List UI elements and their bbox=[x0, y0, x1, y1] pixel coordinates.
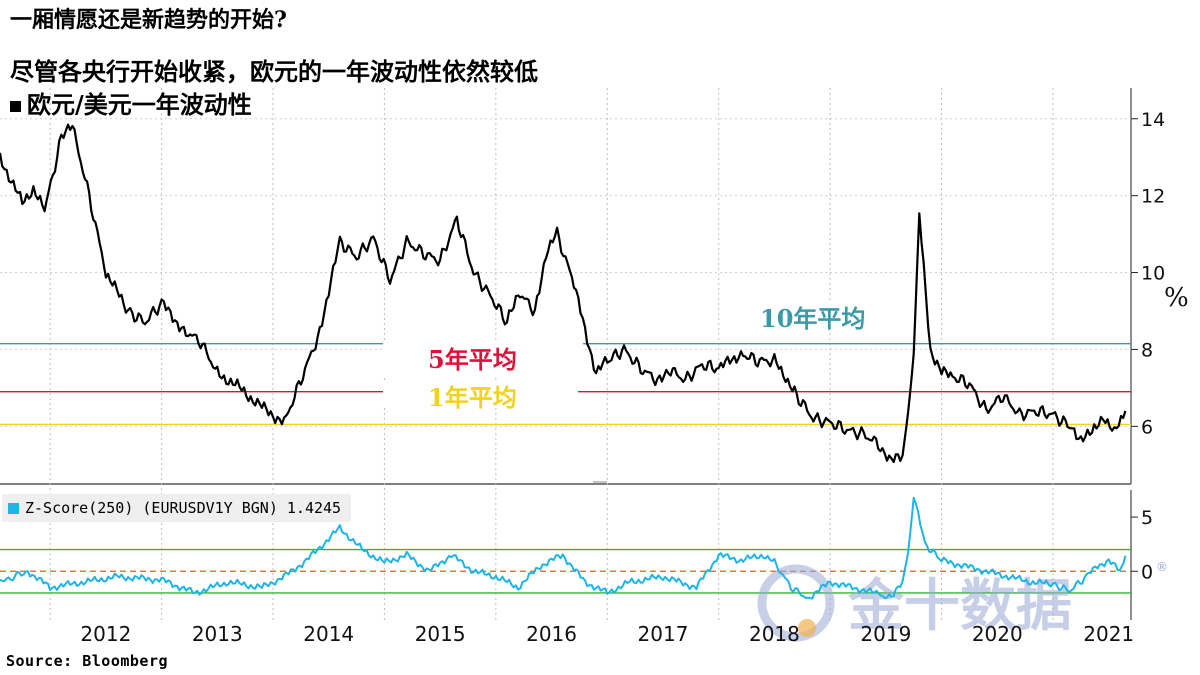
watermark-text: 金十数据 bbox=[847, 574, 1072, 639]
legend-swatch bbox=[10, 101, 21, 112]
watermark-logo-icon bbox=[757, 564, 835, 642]
x-tick-label: 2012 bbox=[80, 622, 131, 646]
x-tick-label: 2021 bbox=[1083, 622, 1134, 646]
z-axis-ticks: 05 bbox=[1131, 507, 1153, 583]
x-tick-label: 2013 bbox=[192, 622, 243, 646]
avg10-label-bg bbox=[755, 303, 881, 333]
x-tick-label: 2016 bbox=[526, 622, 577, 646]
zscore-legend: Z-Score(250) (EURUSDV1Y BGN) 1.4245 bbox=[2, 494, 352, 522]
y-tick-label: 6 bbox=[1141, 416, 1153, 438]
avg1-label: 1年平均 bbox=[428, 383, 517, 412]
x-tick-label: 2017 bbox=[638, 622, 689, 646]
x-tick-label: 2019 bbox=[860, 622, 911, 646]
y-tick-label: 12 bbox=[1141, 186, 1165, 208]
main-legend-label: 欧元/美元一年波动性 bbox=[27, 90, 252, 119]
chart-subtitle: 尽管各央行开始收紧，欧元的一年波动性依然较低 bbox=[10, 57, 538, 86]
zscore-legend-label: Z-Score(250) (EURUSDV1Y BGN) 1.4245 bbox=[25, 499, 342, 517]
main-legend: 欧元/美元一年波动性 bbox=[10, 85, 252, 120]
watermark: 金十数据 ® bbox=[757, 560, 1168, 642]
zscore-series-line bbox=[0, 496, 1127, 600]
x-axis-ticks: 2012 2013 2014 2015 2016 2017 2018 2019 2020 2021 bbox=[80, 622, 1134, 646]
z-tick-label: 5 bbox=[1141, 507, 1153, 529]
x-tick-label: 2020 bbox=[972, 622, 1023, 646]
x-tick-label: 2014 bbox=[303, 622, 354, 646]
z-reference-lines bbox=[0, 548, 1131, 594]
y-axis-unit: % bbox=[1164, 283, 1189, 313]
avg10-label: 10年平均 bbox=[760, 304, 865, 333]
y-tick-label: 8 bbox=[1141, 339, 1153, 361]
x-tick-label: 2018 bbox=[749, 622, 800, 646]
avg5-label: 5年平均 bbox=[428, 345, 517, 374]
y-tick-label: 14 bbox=[1141, 109, 1165, 131]
avg5-label-bg bbox=[383, 343, 583, 375]
y-tick-label: 10 bbox=[1141, 263, 1165, 285]
volatility-series-line bbox=[0, 123, 1127, 464]
x-tick-label: 2015 bbox=[415, 622, 466, 646]
watermark-registered: ® bbox=[1156, 560, 1168, 574]
horizontal-gridlines bbox=[0, 118, 1131, 427]
chart-title: 一厢情愿还是新趋势的开始? bbox=[10, 7, 287, 33]
zscore-legend-swatch bbox=[8, 503, 19, 514]
watermark-logo-dot-icon bbox=[798, 619, 816, 637]
avg1-label-bg bbox=[383, 381, 578, 408]
source-note: Source: Bloomberg bbox=[6, 652, 169, 670]
z-tick-label: 0 bbox=[1141, 561, 1153, 583]
y-axis-ticks: 6 8 10 12 14 bbox=[1131, 109, 1165, 438]
